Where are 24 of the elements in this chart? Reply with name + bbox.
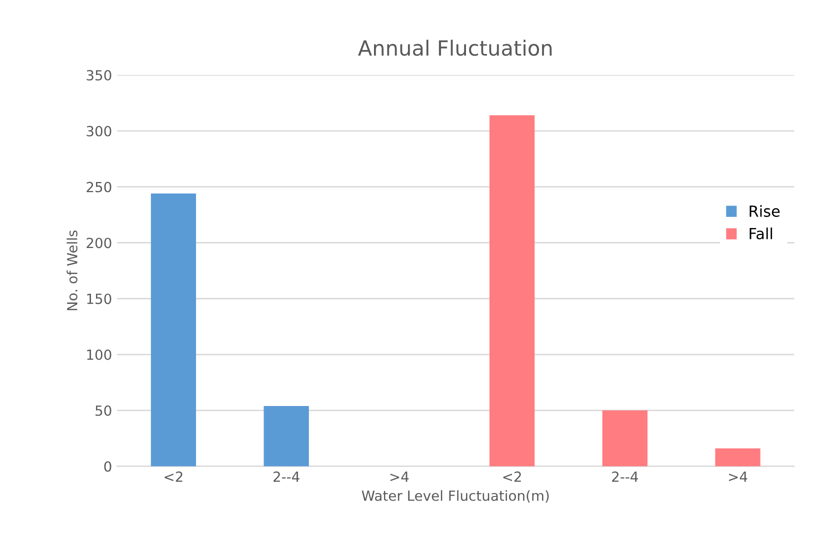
bar bbox=[602, 410, 648, 466]
bar bbox=[264, 406, 309, 466]
y-tick-label: 200 bbox=[86, 238, 112, 248]
y-tick-label: 100 bbox=[87, 349, 112, 360]
x-tick-label: >4 bbox=[390, 472, 409, 482]
legend-label: Rise bbox=[750, 205, 780, 217]
y-axis-title: No. of Wells bbox=[66, 230, 78, 310]
chart-title: Annual Fluctuation bbox=[358, 40, 552, 56]
x-tick-label: <2 bbox=[164, 471, 182, 482]
y-tick-label: 150 bbox=[87, 294, 112, 304]
legend-label: Fall bbox=[750, 228, 772, 240]
bar bbox=[489, 115, 535, 466]
bar bbox=[715, 448, 760, 466]
y-tick-label: 50 bbox=[96, 405, 112, 416]
x-tick-label: <2 bbox=[503, 471, 521, 482]
x-tick-label: 2--4 bbox=[612, 471, 638, 482]
bar bbox=[150, 194, 196, 466]
y-tick-label: 300 bbox=[86, 126, 112, 136]
x-tick-label: >4 bbox=[729, 472, 748, 482]
x-tick-label: 2--4 bbox=[274, 471, 300, 482]
y-tick-label: 350 bbox=[86, 70, 112, 81]
y-tick-label: 250 bbox=[86, 182, 112, 192]
y-tick-label: 0 bbox=[104, 461, 112, 472]
x-axis-title: Water Level Fluctuation(m) bbox=[362, 490, 549, 503]
